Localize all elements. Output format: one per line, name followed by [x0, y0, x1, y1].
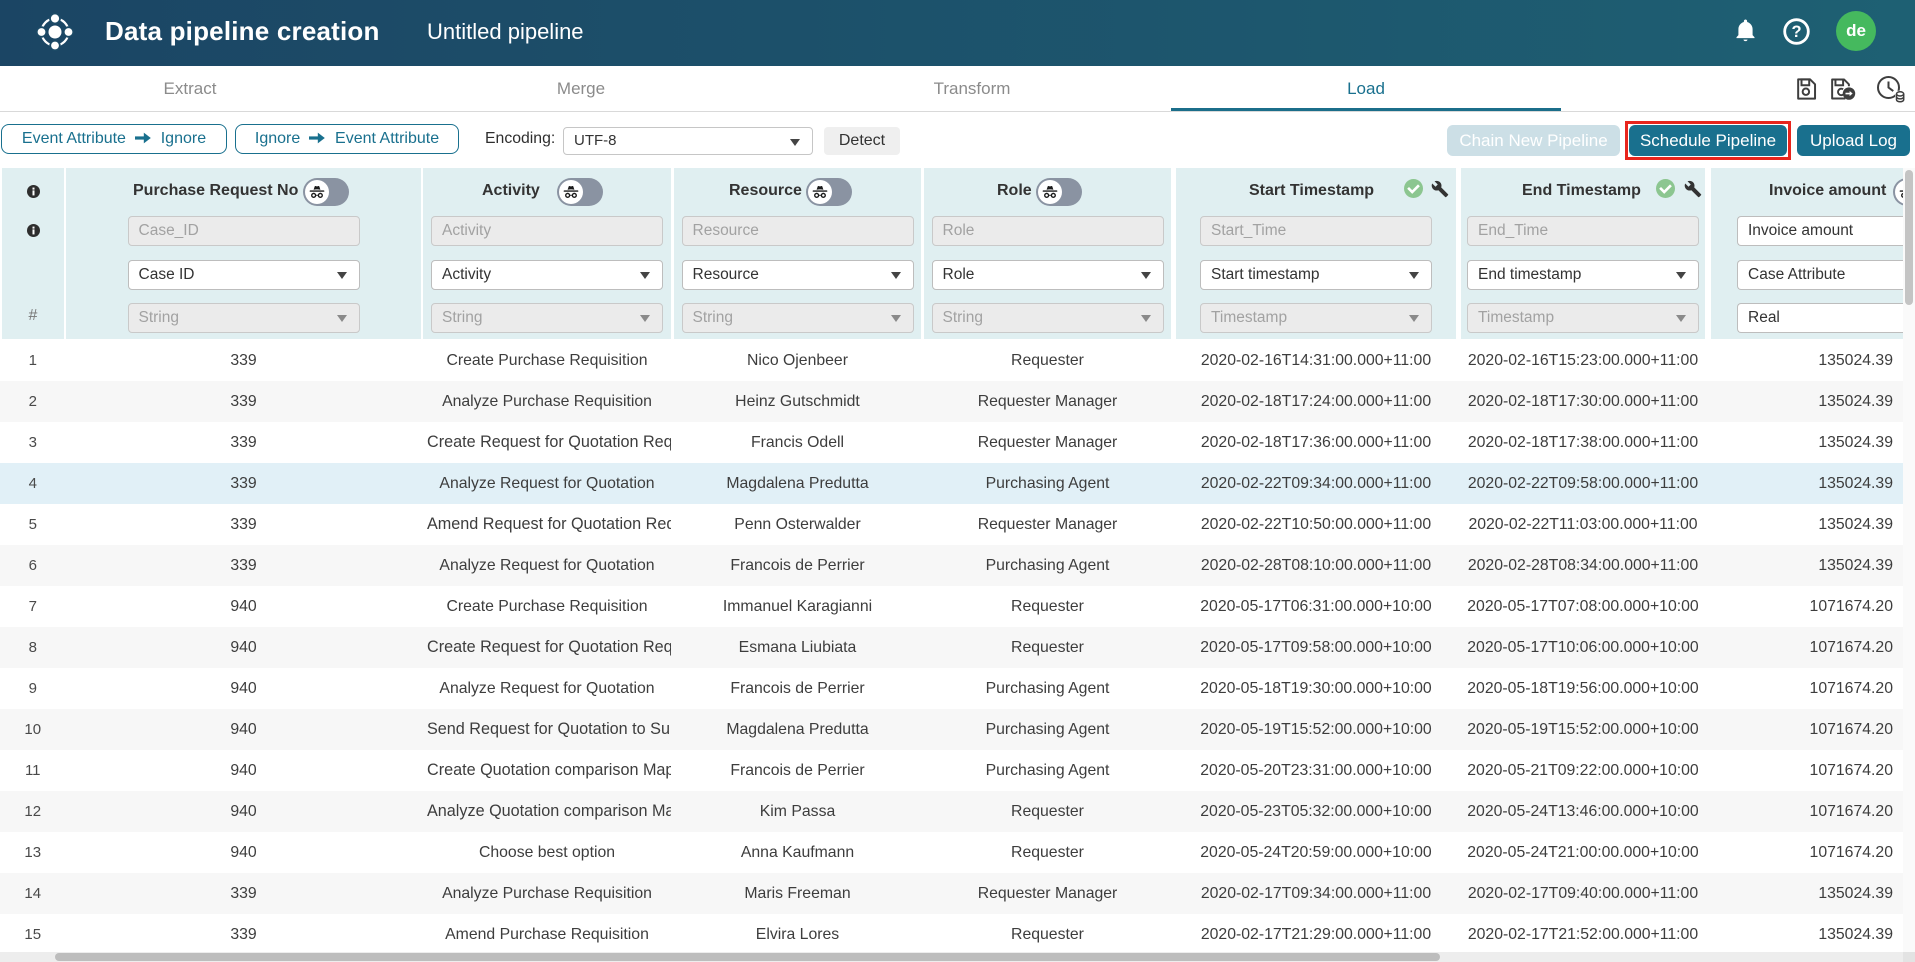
svg-text:?: ?: [1791, 23, 1801, 41]
